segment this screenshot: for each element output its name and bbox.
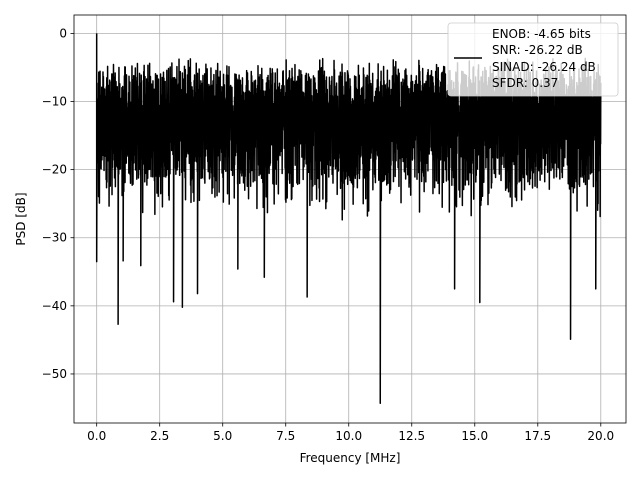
x-axis-label: Frequency [MHz] [300, 451, 401, 465]
legend: ENOB: -4.65 bits SNR: -26.22 dB SINAD: -… [447, 22, 619, 97]
x-tick-label: 7.5 [276, 429, 295, 443]
y-tick-label: −30 [42, 231, 67, 245]
x-tick-label: 17.5 [524, 429, 551, 443]
plot-frame [73, 14, 627, 424]
x-tick-label: 0.0 [87, 429, 106, 443]
x-tick-label: 15.0 [461, 429, 488, 443]
legend-entry: SFDR: 0.37 [492, 76, 558, 90]
series-layer [95, 33, 602, 404]
y-tick-label: −50 [42, 367, 67, 381]
y-axis-label: PSD [dB] [14, 192, 28, 245]
legend-entry: SNR: -26.22 dB [492, 43, 583, 57]
x-tick-label: 12.5 [398, 429, 425, 443]
x-tick-label: 20.0 [587, 429, 614, 443]
y-tick-label: −20 [42, 163, 67, 177]
y-tick-label: −40 [42, 299, 67, 313]
legend-box [447, 22, 619, 97]
y-tick-label: −10 [42, 95, 67, 109]
psd-line [95, 33, 602, 404]
y-tick-label: 0 [59, 26, 67, 40]
x-tick-label: 5.0 [213, 429, 232, 443]
x-axis: 0.0 2.5 5.0 7.5 10.0 12.5 15.0 17.5 20.0 [87, 423, 614, 443]
x-tick-label: 2.5 [150, 429, 169, 443]
y-axis: 0 −10 −20 −30 −40 −50 [42, 26, 74, 381]
legend-entry: SINAD: -26.24 dB [492, 60, 596, 74]
x-tick-label: 10.0 [335, 429, 362, 443]
legend-entry: ENOB: -4.65 bits [492, 27, 591, 41]
